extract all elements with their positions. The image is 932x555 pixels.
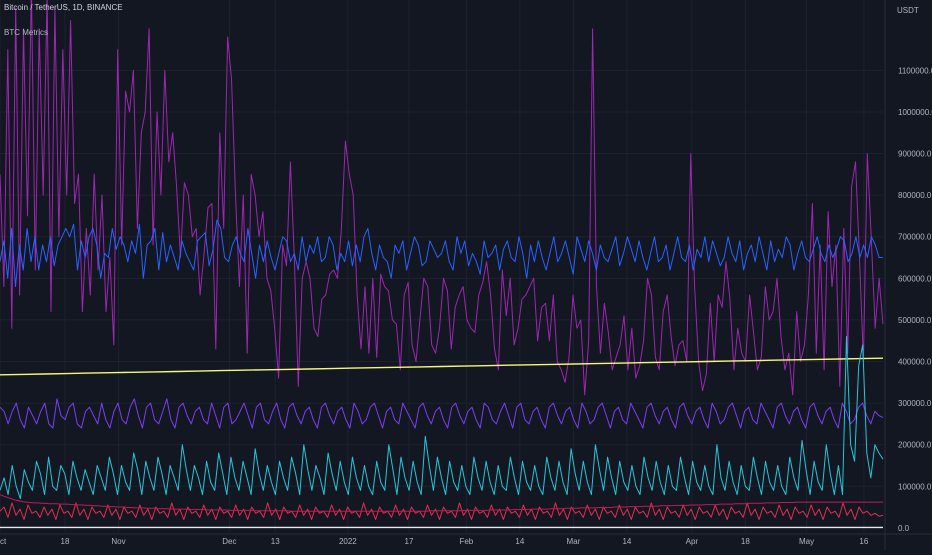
y-tick-label: 1000000.0	[898, 108, 932, 117]
y-tick-label: 600000.0	[898, 274, 932, 283]
x-tick-label: 17	[405, 537, 414, 546]
price-unit: USDT	[897, 6, 919, 15]
series-line	[0, 357, 884, 376]
x-tick-label: Feb	[459, 537, 473, 546]
y-tick-label: 700000.0	[898, 233, 932, 242]
y-tick-label: 0.0	[898, 524, 910, 533]
series-line	[0, 494, 883, 512]
x-tick-label: 2022	[339, 537, 357, 546]
y-tick-label: 500000.0	[898, 316, 932, 325]
series-line	[0, 219, 883, 288]
y-tick-label: 400000.0	[898, 357, 932, 366]
x-tick-label: Mar	[566, 537, 580, 546]
indicator-name[interactable]: BTC Metrics	[4, 28, 48, 37]
y-tick-label: 200000.0	[898, 441, 932, 450]
series-line	[0, 0, 884, 396]
x-tick-label: Oct	[0, 537, 7, 546]
y-axis[interactable]: 0.0 100000.0 200000.0 300000.0 400000.0 50000…	[898, 66, 932, 532]
x-tick-label: 18	[61, 537, 70, 546]
x-tick-label: 16	[859, 537, 868, 546]
x-axis[interactable]: Oct 18 Nov Dec 13 2022 17 Feb 14 Mar 14 Apr 18 May 16	[0, 537, 869, 546]
series-line	[0, 502, 884, 520]
series-line	[0, 398, 884, 429]
x-tick-label: 14	[622, 537, 631, 546]
x-tick-label: Dec	[222, 537, 236, 546]
x-tick-label: 13	[271, 537, 280, 546]
y-tick-label: 900000.0	[898, 150, 932, 159]
y-tick-label: 800000.0	[898, 191, 932, 200]
x-tick-label: 14	[515, 537, 524, 546]
symbol-title[interactable]: Bitcoin / TetherUS, 1D, BINANCE	[4, 3, 123, 12]
y-tick-label: 100000.0	[898, 482, 932, 491]
x-tick-label: Apr	[686, 537, 699, 546]
series-layer	[0, 0, 884, 529]
x-tick-label: May	[799, 537, 814, 546]
series-line	[0, 336, 884, 500]
x-tick-label: 18	[741, 537, 750, 546]
y-tick-label: 300000.0	[898, 399, 932, 408]
x-tick-label: Nov	[111, 537, 125, 546]
y-tick-label: 1100000.0	[898, 66, 932, 75]
